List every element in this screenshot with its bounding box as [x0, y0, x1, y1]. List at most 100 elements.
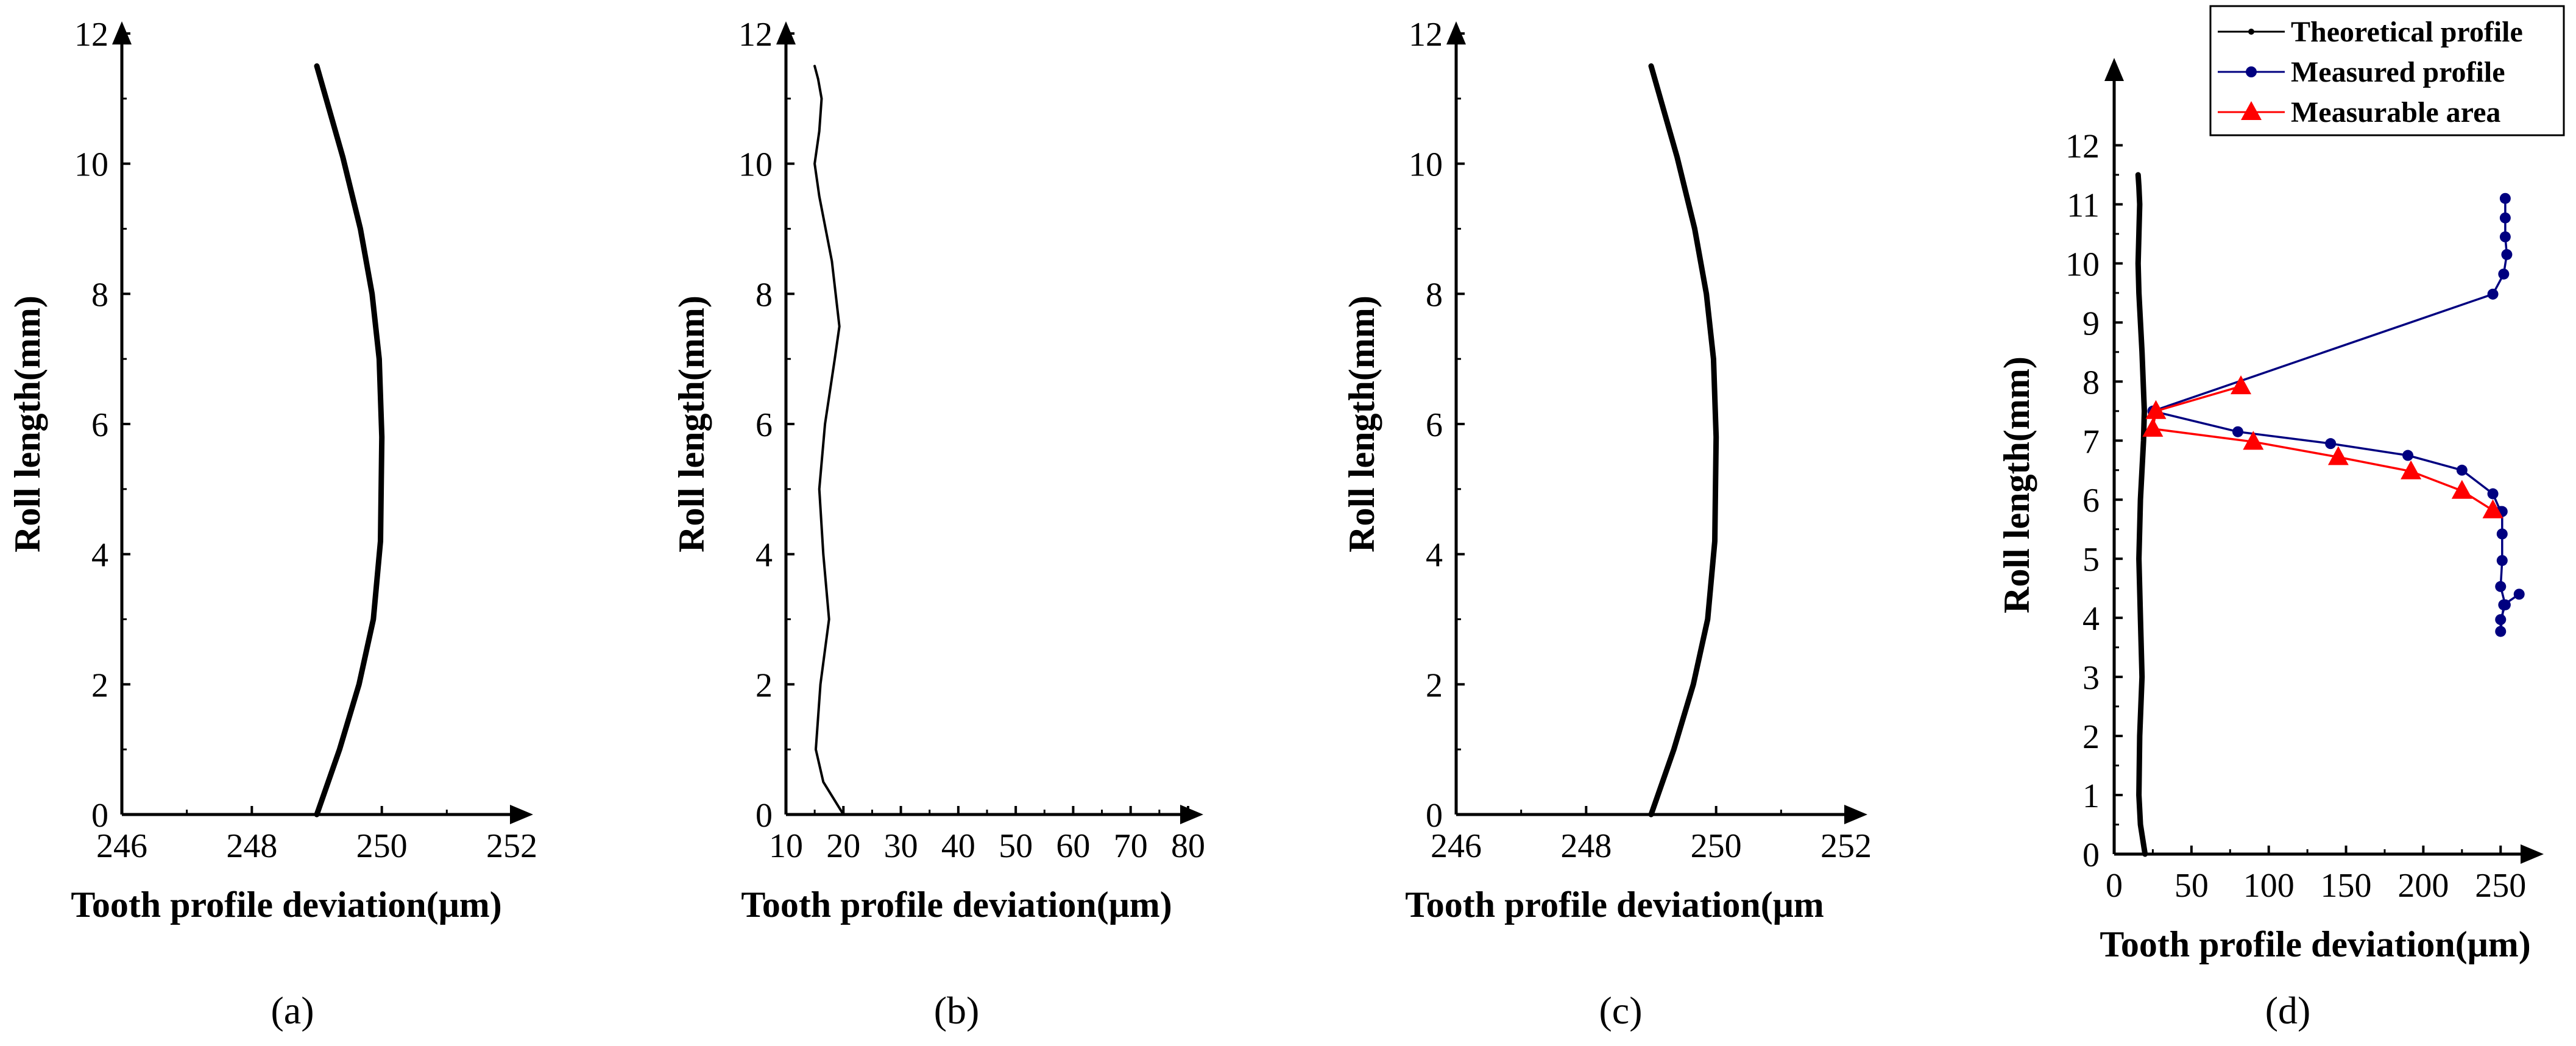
x-tick-label: 50 [999, 827, 1033, 865]
x-axis-title: Tooth profile deviation(μm) [2100, 924, 2530, 964]
y-tick-label: 2 [2082, 718, 2100, 756]
data-point [2487, 488, 2499, 500]
y-tick-label: 6 [91, 406, 108, 444]
data-point [2482, 499, 2503, 518]
y-tick-label: 1 [2082, 777, 2100, 815]
y-tick-label: 10 [738, 146, 773, 184]
data-point [2498, 268, 2510, 280]
x-tick-label: 70 [1114, 827, 1148, 865]
data-point [2232, 426, 2243, 437]
y-tick-label: 12 [74, 16, 108, 54]
y-tick-label: 10 [74, 146, 108, 184]
x-axis-title: Tooth profile deviation(μm [1405, 885, 1824, 925]
data-point [2501, 249, 2513, 260]
y-tick-label: 0 [1426, 797, 1443, 835]
legend-entry: Theoretical profile [2291, 16, 2523, 48]
data-point [2499, 599, 2511, 610]
legend-box [2209, 5, 2565, 136]
x-tick-label: 150 [2321, 867, 2372, 905]
y-tick-label: 6 [2082, 482, 2100, 520]
y-tick-label: 10 [2065, 246, 2100, 283]
data-point [2495, 626, 2507, 637]
x-axis-arrow [2521, 844, 2544, 864]
legend-entry: Measured profile [2291, 56, 2505, 88]
series-line-measured-profile [2151, 197, 2521, 633]
data-point [2495, 581, 2507, 592]
data-point [2327, 446, 2349, 465]
data-point [2402, 450, 2414, 461]
x-tick-label: 100 [2243, 867, 2295, 905]
y-tick-label: 5 [2082, 541, 2100, 579]
panel-label: (b) [934, 989, 980, 1032]
data-point [2451, 479, 2472, 499]
y-tick-label: 0 [755, 797, 773, 835]
series-line-measurable-area [2151, 385, 2494, 512]
x-tick-label: 248 [226, 827, 277, 865]
y-tick-label: 12 [1409, 16, 1443, 54]
x-axis-arrow [1844, 805, 1867, 824]
series-line-theoretical-profile [2135, 172, 2148, 857]
legend-marker [2246, 66, 2257, 77]
data-point [2243, 431, 2264, 450]
x-tick-label: 246 [1431, 827, 1482, 865]
data-point [2499, 212, 2511, 224]
data-point [2231, 375, 2252, 395]
y-tick-label: 2 [91, 666, 108, 704]
x-axis-title: Tooth profile deviation(μm) [741, 885, 1172, 925]
y-tick-label: 8 [755, 276, 773, 314]
legend-marker [2241, 101, 2262, 120]
x-tick-label: 250 [1691, 827, 1742, 865]
y-tick-label: 8 [2082, 364, 2100, 401]
x-axis-arrow [510, 805, 533, 824]
data-point [2401, 460, 2422, 479]
x-tick-label: 50 [2174, 867, 2209, 905]
panel-label: (d) [2265, 989, 2311, 1032]
x-tick-label: 252 [486, 827, 537, 865]
y-tick-label: 6 [755, 406, 773, 444]
x-tick-label: 246 [96, 827, 147, 865]
panel-label: (c) [1599, 989, 1642, 1032]
x-tick-label: 250 [356, 827, 408, 865]
y-tick-label: 9 [2082, 305, 2100, 342]
data-point [2142, 417, 2164, 437]
x-tick-label: 200 [2397, 867, 2449, 905]
x-tick-label: 0 [2106, 867, 2123, 905]
x-tick-label: 30 [884, 827, 918, 865]
series-line-curve [813, 65, 845, 816]
data-point [2496, 555, 2508, 567]
y-tick-label: 0 [91, 797, 108, 835]
x-tick-label: 248 [1560, 827, 1612, 865]
legend-marker [2248, 29, 2254, 35]
data-point [2499, 193, 2511, 204]
x-axis-arrow [1180, 805, 1203, 824]
x-tick-label: 20 [826, 827, 860, 865]
y-tick-label: 4 [755, 537, 773, 574]
chart-panel-b: 10 20 30 40 50 60 70 80 0 2 4 6 8 10 12 Tooth profile d… [671, 16, 1205, 1032]
y-tick-label: 6 [1426, 406, 1443, 444]
series-line-curve [1648, 63, 1719, 818]
y-tick-label: 11 [2067, 186, 2100, 224]
y-tick-label: 10 [1409, 146, 1443, 184]
x-tick-label: 40 [941, 827, 975, 865]
y-tick-label: 2 [1426, 666, 1443, 704]
y-tick-label: 8 [1426, 276, 1443, 314]
x-tick-label: 80 [1171, 827, 1205, 865]
x-tick-label: 10 [769, 827, 803, 865]
data-point [2513, 588, 2525, 600]
y-tick-label: 4 [1426, 537, 1443, 574]
y-axis-title: Roll length(mm) [1997, 356, 2037, 613]
series-line-curve [314, 63, 385, 818]
data-point [2145, 400, 2167, 419]
data-point [2495, 614, 2507, 626]
y-axis-title: Roll length(mm) [671, 295, 712, 553]
data-point [2487, 288, 2499, 300]
x-tick-label: 252 [1821, 827, 1872, 865]
y-tick-label: 4 [2082, 600, 2100, 638]
x-tick-label: 250 [2475, 867, 2526, 905]
x-tick-label: 60 [1056, 827, 1090, 865]
y-axis-arrow [2104, 58, 2124, 81]
